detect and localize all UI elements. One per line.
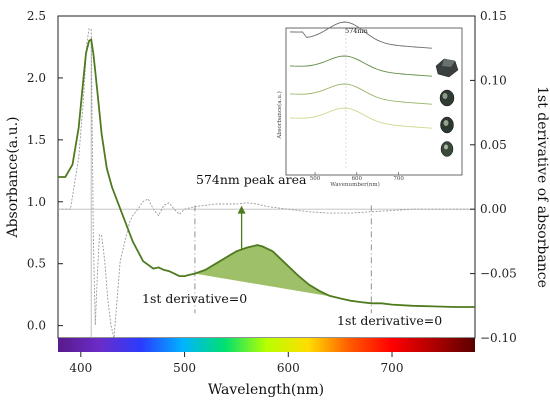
x-tick-label: 700 [381,361,404,375]
guide-lines-layer [58,39,475,338]
y2-tick-label: 0.10 [480,73,507,87]
gem-image-2 [439,89,455,107]
y2-tick-label: 0.15 [480,9,507,23]
gem-image-4 [440,141,454,157]
inset-x-tick-label: 600 [352,176,363,182]
y-tick-label: 2.0 [27,71,46,85]
y2-tick-label: 0.00 [480,202,507,216]
x-axis-title: Wavelength(nm) [208,382,324,398]
arrow-head [237,205,246,214]
x-tick-label: 600 [277,361,300,375]
inset-frame [285,27,463,176]
y2-axis-title: 1st derivative of absorbance [534,86,550,288]
x-tick-label: 500 [173,361,196,375]
series-absorbance [58,38,475,308]
inset-series-layer [289,21,433,168]
inset-chart: 574nm Wavenumber(nm) Absorbance(a.u.) 50… [276,21,463,188]
gem-image-3 [440,116,454,134]
inset-series-3 [289,83,433,105]
derivative-zero-label-left: 1st derivative=0 [142,291,247,306]
peak-area-label: 574nm peak area [196,172,307,187]
inset-ticks-layer: 500 600 700 [310,172,404,182]
y-tick-label: 2.5 [27,9,46,23]
series-first-derivative [58,28,475,339]
y2-tick-label: −0.05 [480,267,517,281]
y-tick-label: 0.0 [27,319,46,333]
inset-x-tick-label: 500 [310,176,321,182]
inset-series-2 [289,55,433,77]
y-tick-label: 0.5 [27,257,46,271]
inset-title: 574nm [345,27,368,35]
inset-series-4 [289,107,433,129]
derivative-zero-label-right: 1st derivative=0 [337,313,442,328]
peak-area-fill [194,245,372,304]
series-layer [58,28,475,339]
inset-x-tick-label: 700 [393,176,404,182]
ticks-layer: 400 500 600 700 0.0 0.5 1.0 1.5 2.0 2.5 −0.10 −0.05… [27,9,517,375]
y-tick-label: 1.0 [27,195,46,209]
x-tick-label: 400 [69,361,92,375]
y-tick-label: 1.5 [27,133,46,147]
gem-image-1 [435,58,459,78]
y-axis-title: Absorbance(a.u.) [5,116,21,238]
peak-area-arrow [237,205,246,249]
spectrum-color-bar [58,338,475,352]
inset-series-1 [289,21,433,49]
inset-y-label: Absorbance(a.u.) [276,91,283,140]
y2-tick-label: 0.05 [480,138,507,152]
peak-area-layer [194,245,372,304]
y2-tick-label: −0.10 [480,331,517,345]
inset-x-label: Wavenumber(nm) [330,181,380,188]
